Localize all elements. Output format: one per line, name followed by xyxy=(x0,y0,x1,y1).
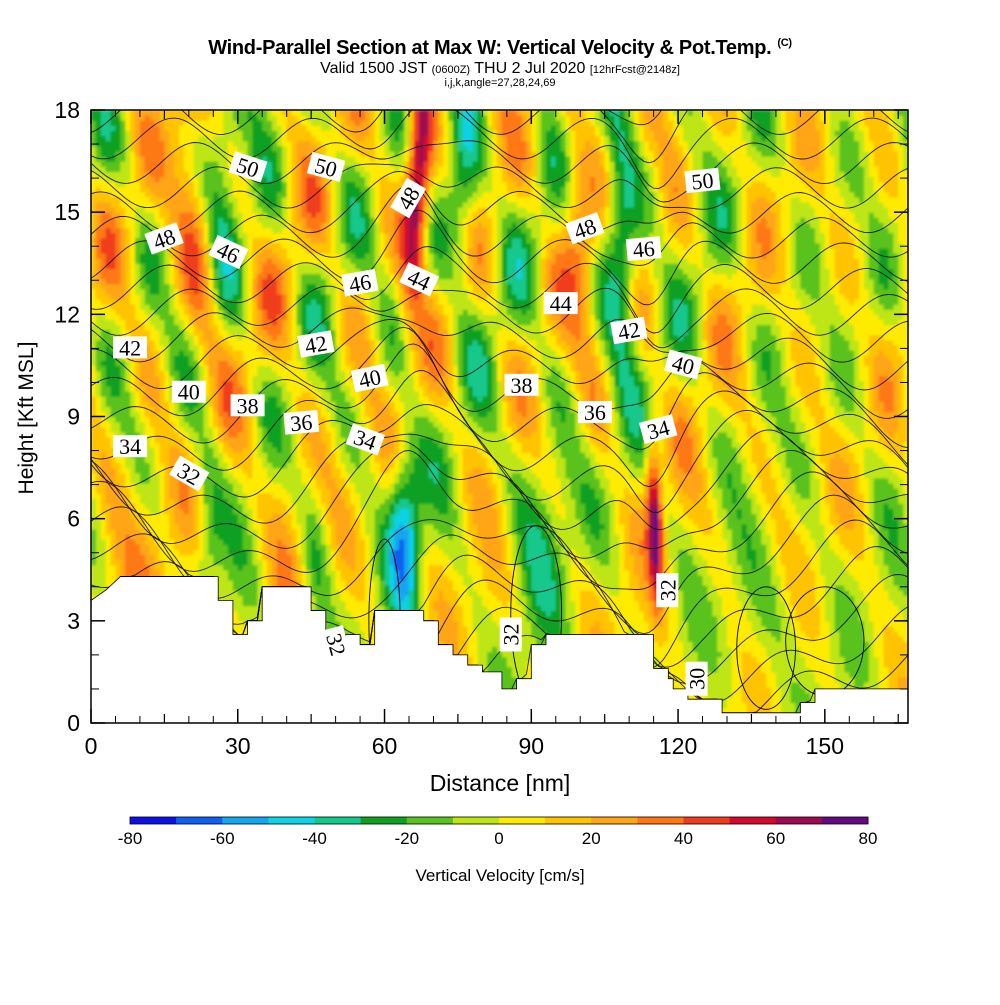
colorbar-tick-label: 0 xyxy=(494,829,503,848)
colorbar-swatch xyxy=(730,817,777,824)
x-tick-label: 0 xyxy=(85,733,98,759)
colorbar: -80 -60 -40 -20 0 20 40 60 80 xyxy=(118,817,878,848)
contour-label: 42 xyxy=(113,335,147,360)
contour-label-text: 32 xyxy=(655,579,680,601)
y-tick-label: 0 xyxy=(67,710,80,736)
colorbar-swatch xyxy=(545,817,592,824)
contour-label: 38 xyxy=(231,393,265,418)
colorbar-tick-label: 40 xyxy=(674,829,693,848)
x-tick-label: 150 xyxy=(806,733,844,759)
contour-label-text: 42 xyxy=(303,330,329,358)
colorbar-tick-label: -20 xyxy=(394,829,419,848)
colorbar-tick-label: -80 xyxy=(118,829,143,848)
x-axis-label: Distance [nm] xyxy=(430,770,571,796)
contour-label-text: 46 xyxy=(347,269,373,297)
colorbar-swatch xyxy=(407,817,454,824)
chart-subtitle: Valid 1500 JST (0600Z) THU 2 Jul 2020 [1… xyxy=(0,60,1000,78)
contour-label-text: 30 xyxy=(685,668,710,690)
y-tick-label: 6 xyxy=(67,506,80,532)
contour-label: 36 xyxy=(578,400,612,425)
colorbar-label: Vertical Velocity [cm/s] xyxy=(415,866,584,885)
y-tick-label: 15 xyxy=(54,199,80,225)
colorbar-swatch xyxy=(684,817,731,824)
x-tick-label: 30 xyxy=(225,733,251,759)
contour-label-text: 36 xyxy=(289,409,313,436)
colorbar-tick-label: 60 xyxy=(766,829,785,848)
colorbar-swatch xyxy=(637,817,684,824)
contour-label-text: 44 xyxy=(550,291,572,316)
y-tick-label: 9 xyxy=(67,404,80,430)
y-tick-label: 12 xyxy=(54,301,80,327)
contour-label-text: 50 xyxy=(690,167,714,194)
contour-label-text: 40 xyxy=(178,380,200,405)
colorbar-swatch xyxy=(499,817,546,824)
colorbar-swatch xyxy=(222,817,269,824)
contour-label-text: 36 xyxy=(584,400,606,425)
contour-label-text: 42 xyxy=(119,335,141,360)
colorbar-swatch xyxy=(361,817,408,824)
contour-label: 32 xyxy=(655,573,680,607)
contour-label-text: 42 xyxy=(616,317,642,345)
copyright-mark: (C) xyxy=(777,37,791,49)
x-tick-label: 60 xyxy=(372,733,398,759)
contour-label-text: 46 xyxy=(632,236,656,263)
x-tick-label: 120 xyxy=(659,733,697,759)
colorbar-swatch xyxy=(776,817,823,824)
contour-label: 44 xyxy=(544,291,578,316)
colorbar-tick-label: -40 xyxy=(302,829,327,848)
y-tick-label: 18 xyxy=(54,97,80,123)
contour-label-text: 32 xyxy=(499,624,524,646)
y-tick-label: 3 xyxy=(67,608,80,634)
colorbar-swatch xyxy=(130,817,177,824)
colorbar-tick-label: -60 xyxy=(210,829,235,848)
contour-label: 40 xyxy=(172,380,206,405)
colorbar-swatch xyxy=(176,817,223,824)
contour-label-text: 34 xyxy=(119,434,141,459)
y-axis-label: Height [Kft MSL] xyxy=(15,342,38,495)
x-tick-label: 90 xyxy=(519,733,545,759)
colorbar-swatch xyxy=(268,817,315,824)
colorbar-tick-label: 20 xyxy=(582,829,601,848)
contour-label-text: 38 xyxy=(237,393,259,418)
colorbar-tick-label: 80 xyxy=(859,829,878,848)
chart-indices: i,j,k,angle=27,28,24,69 xyxy=(0,77,1000,89)
colorbar-swatch xyxy=(591,817,638,824)
colorbar-swatch xyxy=(315,817,362,824)
contour-label: 32 xyxy=(499,618,524,652)
contour-label: 30 xyxy=(685,662,710,696)
chart-title: Wind-Parallel Section at Max W: Vertical… xyxy=(0,37,1000,60)
colorbar-swatch xyxy=(453,817,500,824)
contour-label-text: 38 xyxy=(511,373,533,398)
contour-label: 38 xyxy=(505,373,539,398)
colorbar-swatch xyxy=(822,817,869,824)
contour-label: 34 xyxy=(113,434,147,459)
